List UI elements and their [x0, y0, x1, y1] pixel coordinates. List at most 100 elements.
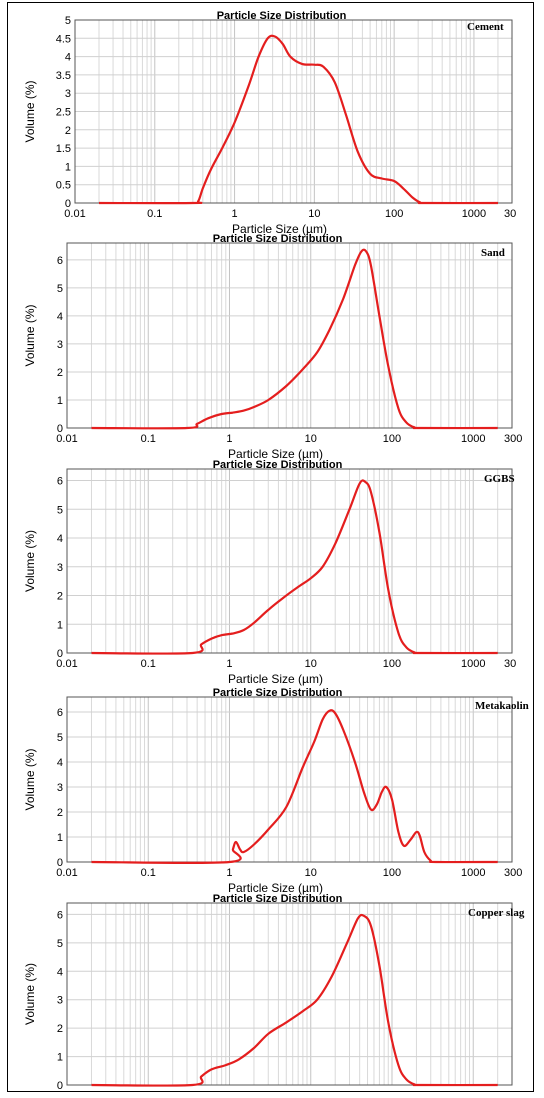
- x-tick-label: 30: [504, 208, 516, 220]
- x-tick-label: 300: [504, 433, 522, 445]
- chart-panel-4: Particle Size Distribution Metakaolin Volu…: [23, 687, 529, 895]
- x-axis-label: Particle Size (µm): [228, 881, 323, 895]
- series-line: [91, 479, 498, 655]
- y-tick-label: 0: [57, 423, 63, 435]
- chart-title: Particle Size Distribution: [213, 687, 343, 699]
- x-tick-label: 100: [385, 208, 403, 220]
- chart-title: Particle Size Distribution: [213, 233, 343, 245]
- y-tick-label: 1: [57, 619, 63, 631]
- y-tick-label: 5: [57, 283, 63, 295]
- x-tick-label: 1: [232, 208, 238, 220]
- x-tick-label: 1: [226, 433, 232, 445]
- y-tick-label: 1: [57, 832, 63, 844]
- y-tick-label: 4.5: [56, 33, 71, 45]
- x-tick-label: 300: [504, 867, 522, 879]
- chart-title: Particle Size Distribution: [213, 459, 343, 471]
- chart-title: Particle Size Distribution: [213, 893, 343, 905]
- x-axis-label: Particle Size (µm): [228, 672, 323, 686]
- series-line: [91, 709, 498, 865]
- y-tick-label: 5: [57, 504, 63, 516]
- y-tick-label: 2: [57, 1023, 63, 1035]
- chart-title: Particle Size Distribution: [217, 10, 347, 22]
- chart-panel-2: Particle Size Distribution Sand Volume (%)…: [23, 233, 522, 461]
- y-axis-label: Volume (%): [23, 963, 37, 1025]
- y-tick-label: 3: [57, 995, 63, 1007]
- y-axis-label: Volume (%): [23, 304, 37, 366]
- y-tick-label: 2: [57, 591, 63, 603]
- x-axis-label: Particle Size (µm): [228, 447, 323, 461]
- y-axis-label: Volume (%): [23, 530, 37, 592]
- x-tick-label: 10: [305, 658, 317, 670]
- series-line: [91, 913, 498, 1087]
- y-tick-label: 3: [57, 782, 63, 794]
- series-line: [98, 34, 499, 205]
- y-tick-label: 6: [57, 909, 63, 921]
- y-tick-label: 6: [57, 476, 63, 488]
- y-tick-label: 2: [57, 807, 63, 819]
- x-tick-label: 100: [383, 433, 401, 445]
- y-tick-label: 3: [57, 339, 63, 351]
- material-label: Sand: [481, 247, 505, 259]
- y-tick-label: 2: [65, 125, 71, 137]
- y-tick-label: 1: [57, 395, 63, 407]
- y-tick-label: 6: [57, 707, 63, 719]
- material-label: Copper slag: [468, 907, 525, 919]
- y-tick-label: 3: [65, 88, 71, 100]
- y-tick-label: 5: [57, 732, 63, 744]
- y-tick-label: 4: [57, 311, 63, 323]
- y-tick-label: 4: [57, 533, 63, 545]
- figure-frame: [7, 2, 534, 1092]
- x-tick-label: 0.01: [56, 433, 77, 445]
- chart-panel-3: Particle Size Distribution GGBS Volume (%)…: [23, 459, 516, 686]
- y-tick-label: 2.5: [56, 107, 71, 119]
- x-tick-label: 1000: [462, 208, 486, 220]
- y-tick-label: 0: [57, 1080, 63, 1092]
- chart-panel-5: Particle Size Distribution Copper slag Vol…: [23, 893, 525, 1092]
- material-label: Cement: [467, 21, 504, 33]
- x-tick-label: 1: [226, 867, 232, 879]
- plot-border: [66, 242, 513, 429]
- x-tick-label: 10: [308, 208, 320, 220]
- y-tick-label: 5: [65, 15, 71, 27]
- x-tick-label: 1000: [461, 658, 485, 670]
- x-tick-label: 1000: [461, 433, 485, 445]
- x-tick-label: 0.1: [147, 208, 162, 220]
- y-tick-label: 4: [57, 757, 63, 769]
- y-tick-label: 0: [57, 857, 63, 869]
- material-label: GGBS: [484, 473, 515, 485]
- plot-border: [66, 696, 513, 863]
- x-tick-label: 0.01: [56, 658, 77, 670]
- x-tick-label: 100: [383, 867, 401, 879]
- x-tick-label: 0.01: [64, 208, 85, 220]
- plot-border: [66, 902, 513, 1086]
- y-tick-label: 4: [57, 966, 63, 978]
- x-tick-label: 0.1: [141, 433, 156, 445]
- y-tick-label: 1.5: [56, 143, 71, 155]
- chart-panel-1: Particle Size Distribution Cement Volume (…: [23, 10, 516, 236]
- x-tick-label: 10: [305, 867, 317, 879]
- y-tick-label: 3.5: [56, 70, 71, 82]
- y-axis-label: Volume (%): [23, 80, 37, 142]
- y-tick-label: 1: [65, 161, 71, 173]
- x-tick-label: 0.1: [141, 867, 156, 879]
- y-tick-label: 5: [57, 938, 63, 950]
- y-tick-label: 0: [57, 648, 63, 660]
- x-axis-label: Particle Size (µm): [232, 222, 327, 236]
- y-tick-label: 2: [57, 367, 63, 379]
- plot-border: [74, 19, 513, 204]
- x-tick-label: 1000: [461, 867, 485, 879]
- y-axis-label: Volume (%): [23, 748, 37, 810]
- y-tick-label: 3: [57, 562, 63, 574]
- y-tick-label: 1: [57, 1052, 63, 1064]
- x-tick-label: 0.01: [56, 867, 77, 879]
- y-tick-label: 0: [65, 198, 71, 210]
- material-label: Metakaolin: [475, 700, 529, 712]
- x-tick-label: 0.1: [141, 658, 156, 670]
- x-tick-label: 100: [383, 658, 401, 670]
- x-tick-label: 30: [504, 658, 516, 670]
- y-tick-label: 6: [57, 255, 63, 267]
- y-tick-label: 4: [65, 52, 71, 64]
- series-line: [91, 248, 498, 430]
- x-tick-label: 10: [305, 433, 317, 445]
